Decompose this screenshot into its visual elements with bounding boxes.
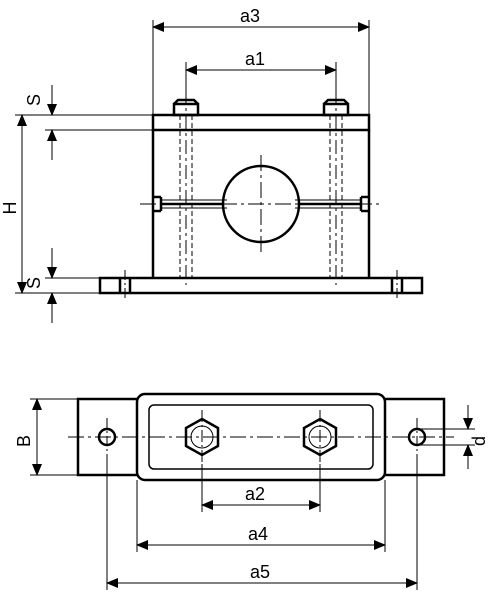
dimensions: a3 a1 H S S B d [0, 6, 489, 590]
dim-S-top-label: S [24, 94, 44, 106]
dim-a1-label: a1 [245, 49, 265, 69]
engineering-drawing: a3 a1 H S S B d [0, 0, 503, 597]
dim-S-bot-label: S [24, 277, 44, 289]
dim-B-label: B [14, 435, 34, 447]
dim-a4-label: a4 [248, 524, 268, 544]
front-view [100, 90, 422, 300]
dim-a2-label: a2 [245, 484, 265, 504]
top-view [68, 394, 454, 480]
dim-a3-label: a3 [240, 6, 260, 26]
dim-a5-label: a5 [250, 562, 270, 582]
dim-H-label: H [0, 202, 20, 215]
dim-d-label: d [469, 436, 489, 446]
